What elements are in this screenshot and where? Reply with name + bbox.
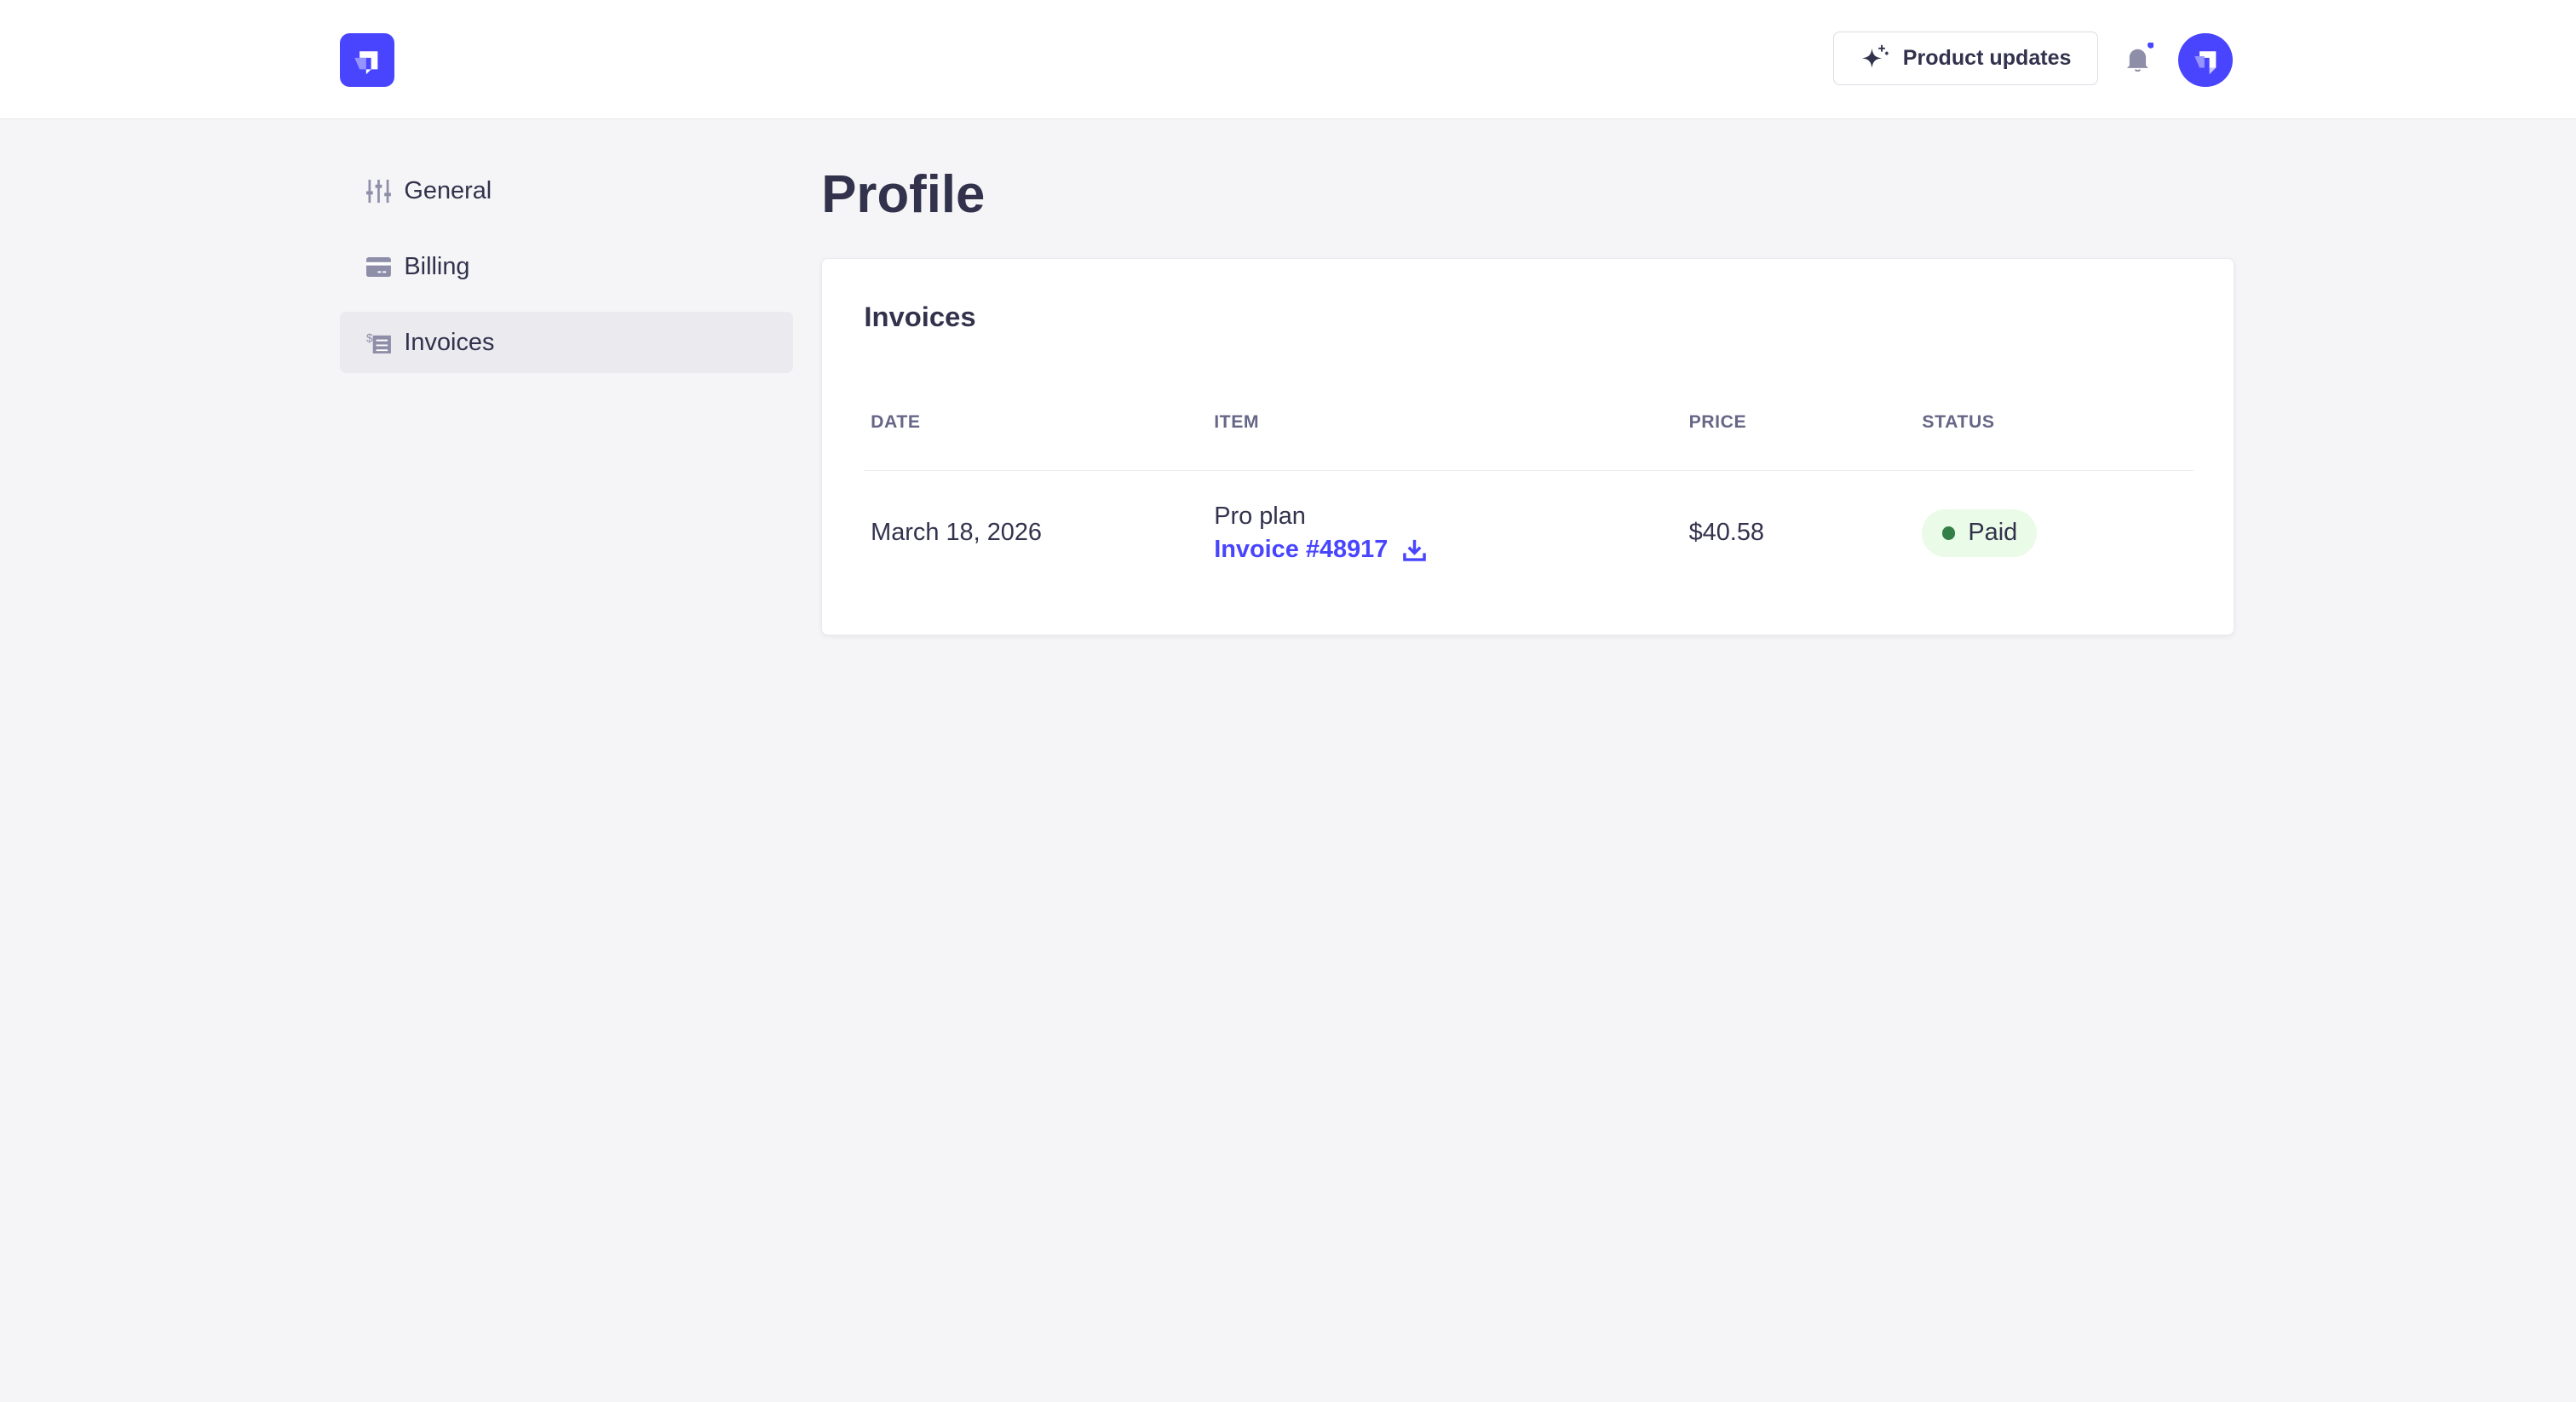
sidebar-item-general[interactable]: General [340,161,793,221]
sparkle-icon [1861,45,1889,69]
status-dot [1941,526,1955,540]
column-header-status: Status [1922,412,1995,433]
column-header-date: Date [871,412,921,433]
download-icon [1402,539,1426,561]
status-badge: Paid [1922,509,2038,557]
table-divider [864,469,2194,472]
sliders-icon [366,180,391,204]
column-header-price: Price [1688,412,1747,433]
notification-dot [2147,42,2154,49]
sidebar-item-invoices[interactable]: $ Invoices [340,312,794,373]
app-logo[interactable] [340,32,394,88]
top-bar: Product updates [0,0,2576,119]
invoice-download-link[interactable]: Invoice #48917 [1214,535,1426,564]
invoices-card [821,257,2234,636]
bell-icon [2126,42,2154,72]
svg-text:$: $ [366,332,373,345]
user-avatar[interactable] [2178,32,2233,88]
credit-card-icon [366,256,391,277]
avatar-logo-icon [2194,50,2217,74]
card-title: Invoices [864,300,976,332]
invoice-price: $40.58 [1688,519,1764,547]
logo-icon [354,50,378,74]
invoice-link-label: Invoice #48917 [1214,535,1389,563]
invoice-icon: $ [366,332,391,353]
invoice-date: March 18, 2026 [871,519,1043,547]
sidebar-item-label: General [404,177,492,205]
sidebar-item-label: Invoices [404,328,495,356]
invoice-item: Pro plan [1214,503,1306,531]
product-updates-button[interactable]: Product updates [1833,31,2098,86]
notifications-button[interactable] [2125,42,2154,76]
page-title: Profile [821,164,986,224]
sidebar-item-label: Billing [404,252,470,280]
product-updates-label: Product updates [1902,45,2072,70]
status-label: Paid [1968,519,2018,547]
column-header-item: Item [1214,412,1260,433]
sidebar-item-billing[interactable]: Billing [340,237,793,297]
